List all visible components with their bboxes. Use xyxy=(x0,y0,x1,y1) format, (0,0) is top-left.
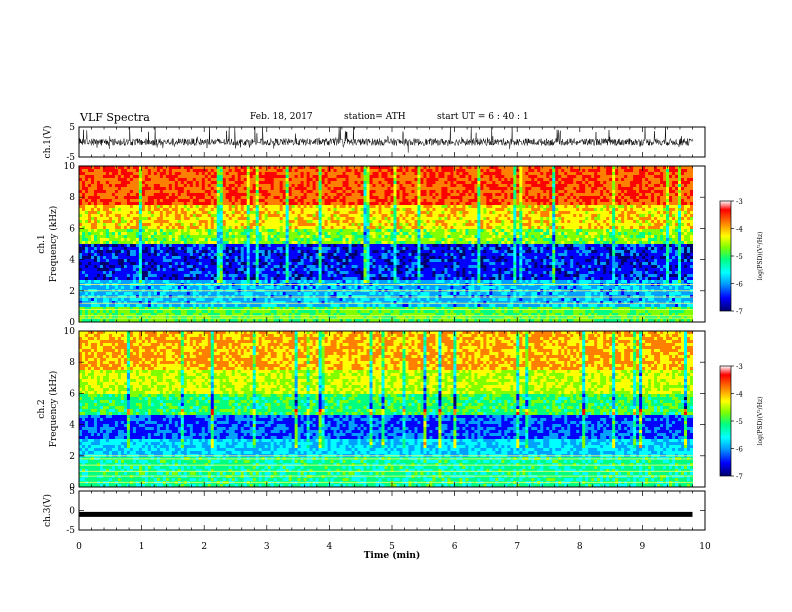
ch1-colorbar-tick--3: -3 xyxy=(736,198,743,206)
ch3-wave-ytick-0: 0 xyxy=(69,507,75,517)
ch2-colorbar-tick--4: -4 xyxy=(736,391,743,399)
ch1-colorbar-tick--4: -4 xyxy=(736,226,743,234)
ch1-wave-ylabel: ch.1(V) xyxy=(42,126,53,159)
xtick-2: 2 xyxy=(201,542,207,552)
ch2-colorbar-tick--5: -5 xyxy=(736,418,743,426)
ch1-waveform-line xyxy=(78,126,693,153)
ch1-spec-ytick-6: 6 xyxy=(69,224,75,234)
ch2-spec-ytick-0: 0 xyxy=(69,483,75,493)
ch2-spec-ylabel: Frequency (kHz) xyxy=(48,371,59,448)
xtick-0: 0 xyxy=(76,542,82,552)
ch2-spec-ytick-4: 4 xyxy=(69,421,75,431)
ch1-colorbar xyxy=(719,200,732,312)
station-label: station= ATH xyxy=(344,112,406,122)
figure-title: VLF Spectra xyxy=(80,111,150,124)
ch1-spec-ytick-2: 2 xyxy=(69,287,75,297)
ch3-wave-ytick-5: 5 xyxy=(69,487,75,497)
ch2-colorbar-tick--6: -6 xyxy=(736,446,743,454)
xtick-7: 7 xyxy=(514,542,520,552)
ch2-spec-ytick-2: 2 xyxy=(69,452,75,462)
xtick-5: 5 xyxy=(389,542,395,552)
ch1-wave-ytick--5: -5 xyxy=(66,153,75,163)
ch1-colorbar-tick--6: -6 xyxy=(736,281,743,289)
ch1-wave-ytick-5: 5 xyxy=(69,123,75,133)
ch1-colorbar-tick--7: -7 xyxy=(736,308,743,316)
panel-frame-3 xyxy=(78,490,706,531)
xtick-9: 9 xyxy=(640,542,646,552)
ch1-spec-ytick-4: 4 xyxy=(69,256,75,266)
start-time-label: start UT = 6 : 40 : 1 xyxy=(437,112,529,122)
ch2-spec-ytick-8: 8 xyxy=(69,358,75,368)
ch2-spec-ylabel-top: ch.2 xyxy=(37,399,47,418)
ch1-spec-ylabel: Frequency (kHz) xyxy=(48,206,59,283)
ch1-spec-ylabel-top: ch.1 xyxy=(37,234,47,253)
ch1-colorbar-label: log(PSD)(V²/Hz) xyxy=(757,232,764,281)
xtick-8: 8 xyxy=(577,542,583,552)
ch2-colorbar-tick--3: -3 xyxy=(736,363,743,371)
ch2-spec-ytick-10: 10 xyxy=(64,327,76,337)
date-label: Feb. 18, 2017 xyxy=(250,112,313,122)
ch1-colorbar-tick--5: -5 xyxy=(736,253,743,261)
ch2-colorbar-label: log(PSD)(V²/Hz) xyxy=(757,397,764,446)
xtick-3: 3 xyxy=(264,542,270,552)
ch2-colorbar-tick--7: -7 xyxy=(736,473,743,481)
xtick-4: 4 xyxy=(327,542,333,552)
x-axis-label: Time (min) xyxy=(364,550,421,561)
ch3-wave-ylabel: ch.3(V) xyxy=(42,494,53,527)
ch2-spectrogram xyxy=(79,331,693,487)
ch2-colorbar xyxy=(719,365,732,477)
xtick-1: 1 xyxy=(139,542,145,552)
xtick-10: 10 xyxy=(699,542,711,552)
ch1-spec-ytick-10: 10 xyxy=(64,162,76,172)
xtick-6: 6 xyxy=(452,542,458,552)
ch1-spec-ytick-0: 0 xyxy=(69,318,75,328)
ch3-wave-ytick--5: -5 xyxy=(66,526,75,536)
ch1-spec-ytick-8: 8 xyxy=(69,193,75,203)
ch2-spec-ytick-6: 6 xyxy=(69,389,75,399)
ch1-spectrogram xyxy=(79,166,693,322)
